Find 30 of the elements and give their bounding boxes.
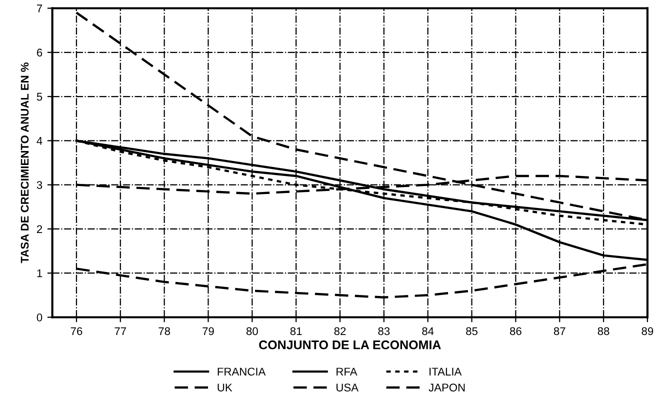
x-tick-label: 84: [422, 327, 434, 336]
y-tick-label: 5: [36, 92, 42, 101]
x-tick-label: 86: [510, 327, 522, 336]
y-tick-label: 1: [37, 269, 42, 278]
x-tick-label: 85: [466, 327, 478, 336]
x-tick-label: 78: [158, 327, 170, 336]
legend-label: UK: [218, 384, 232, 392]
y-tick-label: 7: [36, 4, 42, 12]
x-tick-label: 88: [598, 327, 610, 336]
x-axis-title: CONJUNTO DE LA ECONOMIA: [259, 340, 441, 350]
legend-label: FRANCIA: [218, 368, 266, 376]
legend-label: ITALIA: [430, 368, 462, 376]
legend-label: USA: [336, 384, 359, 392]
y-axis-title: TASA DE CRECIMIENTO ANUAL EN %: [20, 62, 29, 264]
x-tick-label: 89: [642, 327, 654, 336]
x-tick-label: 77: [114, 327, 126, 336]
legend-label: RFA: [336, 368, 358, 376]
x-tick-label: 83: [378, 327, 390, 336]
x-tick-label: 82: [334, 327, 346, 336]
y-tick-label: 0: [36, 314, 42, 322]
y-tick-label: 3: [36, 181, 42, 189]
x-tick-label: 80: [246, 327, 258, 336]
x-tick-label: 81: [290, 327, 302, 336]
y-tick-label: 4: [36, 137, 42, 145]
x-tick-label: 79: [202, 327, 214, 336]
y-tick-label: 2: [36, 225, 42, 233]
legend-label: JAPON: [428, 384, 465, 392]
y-tick-label: 6: [36, 48, 42, 57]
x-tick-label: 76: [70, 327, 82, 336]
x-tick-label: 87: [554, 327, 566, 336]
